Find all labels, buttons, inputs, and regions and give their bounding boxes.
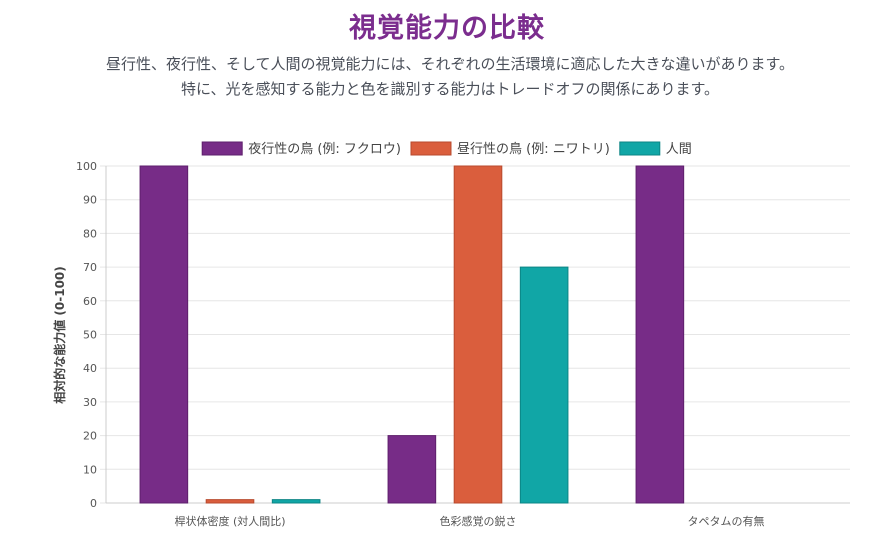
y-axis-ticks: 0 10 20 30 40 50 60 70 80 90 100 [76,160,97,510]
bar[interactable] [139,165,189,504]
legend-swatch[interactable] [410,141,452,156]
legend-swatch[interactable] [201,141,243,156]
y-tick-label: 30 [83,396,97,409]
bar[interactable] [271,499,321,504]
bars [139,165,685,504]
page-title: 視覚能力の比較 [349,13,545,44]
y-axis-label: 相対的な能力値 (0-100) [52,266,67,404]
bar[interactable] [519,266,569,504]
bar[interactable] [453,165,503,504]
legend-swatch[interactable] [619,141,661,156]
legend: 夜行性の鳥 (例: フクロウ) 昼行性の鳥 (例: ニワトリ) 人間 [201,141,692,157]
y-tick-label: 10 [83,463,97,476]
legend-label[interactable]: 昼行性の鳥 (例: ニワトリ) [457,142,610,157]
legend-label[interactable]: 人間 [666,142,692,157]
page-subtitle: 昼行性、夜行性、そして人間の視覚能力には、それぞれの生活環境に適応した大きな違い… [105,55,795,98]
x-tick-label: 色彩感覚の鋭さ [440,514,517,528]
x-tick-label: 桿状体密度 (対人間比) [174,514,285,528]
y-tick-label: 100 [76,160,97,173]
bar[interactable] [205,499,255,504]
x-axis-ticks: 桿状体密度 (対人間比) 色彩感覚の鋭さ タペタムの有無 [174,514,764,528]
bar[interactable] [387,435,437,504]
y-tick-label: 90 [83,194,97,207]
y-tick-label: 40 [83,362,97,375]
y-tick-label: 20 [83,430,97,443]
legend-label[interactable]: 夜行性の鳥 (例: フクロウ) [248,142,401,157]
x-tick-label: タペタムの有無 [688,514,765,528]
bar[interactable] [635,165,685,504]
y-tick-label: 0 [90,497,97,510]
y-tick-label: 70 [83,261,97,274]
y-tick-label: 60 [83,295,97,308]
y-tick-label: 50 [83,329,97,342]
y-tick-label: 80 [83,227,97,240]
